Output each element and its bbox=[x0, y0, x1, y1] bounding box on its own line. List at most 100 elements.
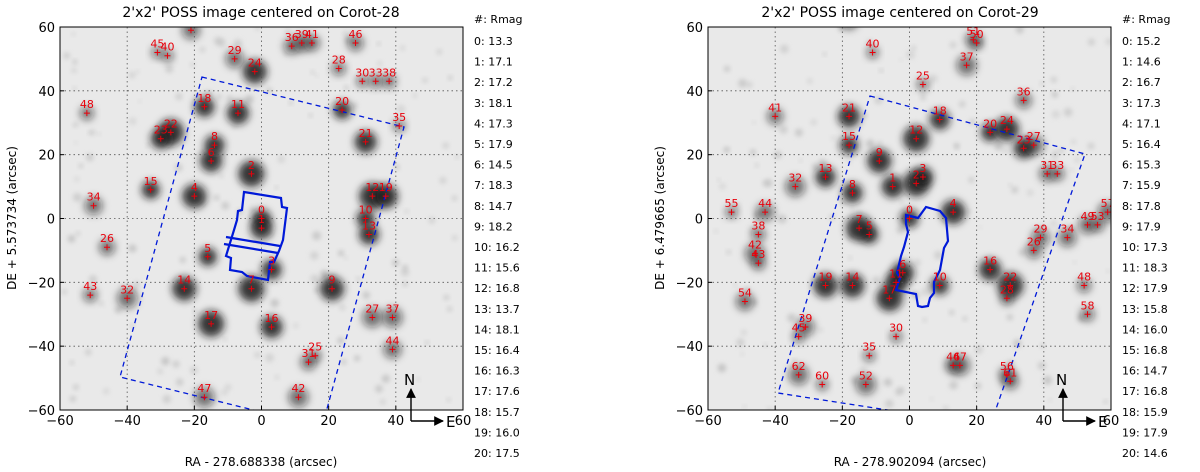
x-tick-label: 60 bbox=[455, 414, 472, 429]
star-marker-34 bbox=[90, 202, 97, 209]
star-marker-61 bbox=[1007, 378, 1014, 385]
sky-noise-speck bbox=[818, 327, 824, 333]
star-marker-13 bbox=[822, 174, 829, 181]
star-label-24: 24 bbox=[248, 57, 262, 70]
sky-noise-speck bbox=[401, 268, 409, 277]
sky-noise-speck bbox=[351, 102, 358, 109]
sky-noise-speck bbox=[777, 214, 787, 224]
sky-noise-speck bbox=[402, 281, 408, 287]
sky-noise-speck bbox=[213, 36, 222, 45]
sky-noise-speck bbox=[312, 231, 322, 241]
x-axis-label: RA - 278.902094 (arcsec) bbox=[834, 455, 987, 469]
sky-noise-speck bbox=[213, 195, 220, 201]
sky-noise-speck bbox=[72, 122, 78, 128]
sky-noise-speck bbox=[448, 75, 453, 81]
star-marker-46 bbox=[352, 39, 359, 46]
star-label-25: 25 bbox=[308, 341, 322, 354]
sky-noise-speck bbox=[69, 360, 74, 365]
star-marker-24 bbox=[251, 68, 258, 75]
star-label-32: 32 bbox=[120, 283, 134, 296]
sky-noise-speck bbox=[818, 159, 827, 168]
sky-noise-speck bbox=[994, 141, 1004, 151]
legend-entry: 10: 17.3 bbox=[1122, 241, 1168, 254]
star-label-32: 32 bbox=[788, 172, 802, 185]
sky-noise-speck bbox=[288, 100, 293, 105]
star-label-10: 10 bbox=[933, 271, 947, 284]
sky-noise-speck bbox=[379, 398, 386, 405]
legend-entry: 7: 18.3 bbox=[474, 179, 513, 192]
star-label-37: 37 bbox=[960, 50, 974, 63]
star-marker-31 bbox=[305, 359, 312, 366]
star-marker-31 bbox=[1044, 170, 1051, 177]
star-label-42: 42 bbox=[291, 382, 305, 395]
star-marker-34 bbox=[1064, 234, 1071, 241]
sky-noise-speck bbox=[906, 50, 915, 60]
star-marker-14 bbox=[849, 282, 856, 289]
star-label-58: 58 bbox=[1080, 299, 1094, 312]
legend-entry: 12: 17.9 bbox=[1122, 282, 1168, 295]
legend-entry: 20: 14.6 bbox=[1122, 447, 1168, 460]
star-marker-45 bbox=[154, 49, 161, 56]
star-marker-49 bbox=[187, 27, 194, 34]
y-tick-label: 40 bbox=[38, 85, 55, 100]
star-label-2: 2 bbox=[913, 168, 920, 181]
star-label-49: 49 bbox=[1080, 210, 1094, 223]
star-marker-38 bbox=[755, 231, 762, 238]
star-marker-4 bbox=[950, 209, 957, 216]
star-marker-23 bbox=[157, 135, 164, 142]
x-tick-label: 40 bbox=[1036, 414, 1053, 429]
sky-noise-speck bbox=[314, 288, 319, 293]
sky-noise-speck bbox=[738, 78, 747, 88]
star-marker-40 bbox=[164, 52, 171, 59]
star-label-14: 14 bbox=[845, 271, 859, 284]
star-label-21: 21 bbox=[842, 101, 856, 114]
legend-entry: 20: 17.5 bbox=[474, 447, 520, 460]
sky-noise-speck bbox=[968, 118, 976, 126]
legend-entry: 17: 16.8 bbox=[1122, 385, 1168, 398]
star-label-34: 34 bbox=[1060, 223, 1074, 236]
sky-noise-speck bbox=[1103, 399, 1108, 404]
magnitude-legend-header: #: Rmag bbox=[474, 13, 523, 26]
sky-noise-speck bbox=[88, 275, 98, 284]
legend-entry: 7: 15.9 bbox=[1122, 179, 1161, 192]
sky-noise-speck bbox=[1015, 27, 1024, 34]
star-label-20: 20 bbox=[983, 117, 997, 130]
star-label-45: 45 bbox=[792, 322, 806, 335]
sky-noise-speck bbox=[103, 388, 110, 395]
aperture-separator-lower bbox=[223, 242, 279, 255]
sky-noise-speck bbox=[266, 87, 273, 94]
sky-noise-speck bbox=[1043, 375, 1053, 385]
sky-noise-speck bbox=[97, 132, 101, 136]
star-marker-46 bbox=[950, 362, 957, 369]
sky-noise-speck bbox=[968, 176, 975, 183]
sky-noise-speck bbox=[342, 30, 348, 36]
sky-noise-speck bbox=[1087, 38, 1095, 46]
star-label-1: 1 bbox=[258, 213, 265, 226]
star-marker-35 bbox=[866, 352, 873, 359]
sky-noise-speck bbox=[165, 64, 174, 73]
star-marker-45 bbox=[795, 333, 802, 340]
legend-entry: 13: 13.7 bbox=[474, 303, 520, 316]
sky-noise-speck bbox=[787, 313, 796, 323]
x-axis-label: RA - 278.688338 (arcsec) bbox=[185, 455, 338, 469]
star-marker-12 bbox=[369, 193, 376, 200]
star-marker-40 bbox=[869, 49, 876, 56]
sky-noise-speck bbox=[930, 397, 934, 401]
star-marker-57 bbox=[1104, 209, 1111, 216]
star-label-31: 31 bbox=[1040, 159, 1054, 172]
star-label-7: 7 bbox=[248, 274, 255, 287]
sky-noise-speck bbox=[742, 405, 747, 409]
star-label-52: 52 bbox=[859, 369, 873, 382]
sky-noise-speck bbox=[69, 395, 76, 402]
star-label-31: 31 bbox=[302, 347, 316, 360]
star-marker-16 bbox=[268, 324, 275, 331]
legend-entry: 6: 14.5 bbox=[474, 159, 513, 172]
star-label-17: 17 bbox=[882, 283, 896, 296]
star-label-54: 54 bbox=[738, 286, 752, 299]
sky-noise-speck bbox=[1087, 142, 1095, 150]
star-label-11: 11 bbox=[889, 267, 903, 280]
sky-noise-speck bbox=[422, 77, 428, 83]
star-label-43: 43 bbox=[83, 280, 97, 293]
star-marker-18 bbox=[201, 103, 208, 110]
